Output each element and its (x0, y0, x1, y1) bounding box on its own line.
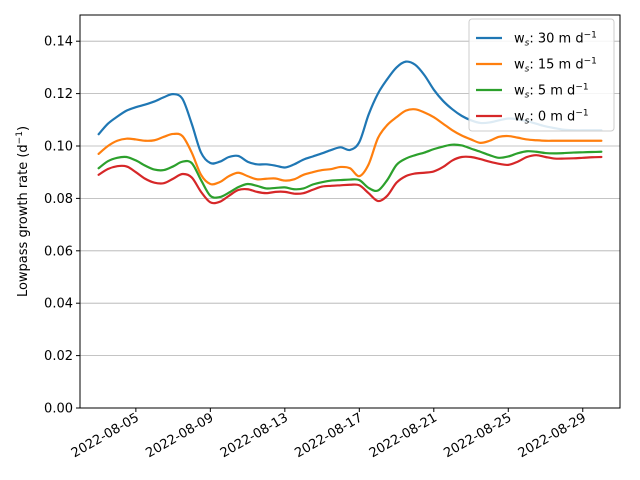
y-axis-title: Lowpass growth rate (d−1) (15, 126, 31, 297)
series-line-2 (97, 143, 603, 199)
legend-label-0: ws: 30 m d−1 (514, 31, 597, 49)
legend-label-3: ws: 0 m d−1 (514, 109, 589, 127)
plot-frame (79, 14, 621, 409)
legend-box (468, 18, 615, 132)
y-tick-label: 0.02 (44, 349, 73, 364)
legend-label-1: ws: 15 m d−1 (514, 57, 597, 75)
y-tick-label: 0.06 (44, 244, 73, 259)
legend-label-2: ws: 5 m d−1 (514, 83, 589, 101)
y-tick-label: 0.00 (44, 402, 73, 417)
series-line-3 (97, 154, 603, 205)
legend: ws: 30 m d−1 ws: 15 m d−1 ws: 5 m d−1 ws: 0… (468, 18, 615, 132)
y-tick-label: 0.10 (44, 140, 73, 155)
y-tick-label: 0.12 (44, 87, 73, 102)
y-tick-label: 0.08 (44, 192, 73, 207)
y-tick-label: 0.04 (44, 297, 73, 312)
series-line-1 (97, 108, 603, 186)
axes: Lowpass growth rate (d−1) (15, 14, 621, 409)
y-tick-label: 0.14 (44, 35, 73, 50)
